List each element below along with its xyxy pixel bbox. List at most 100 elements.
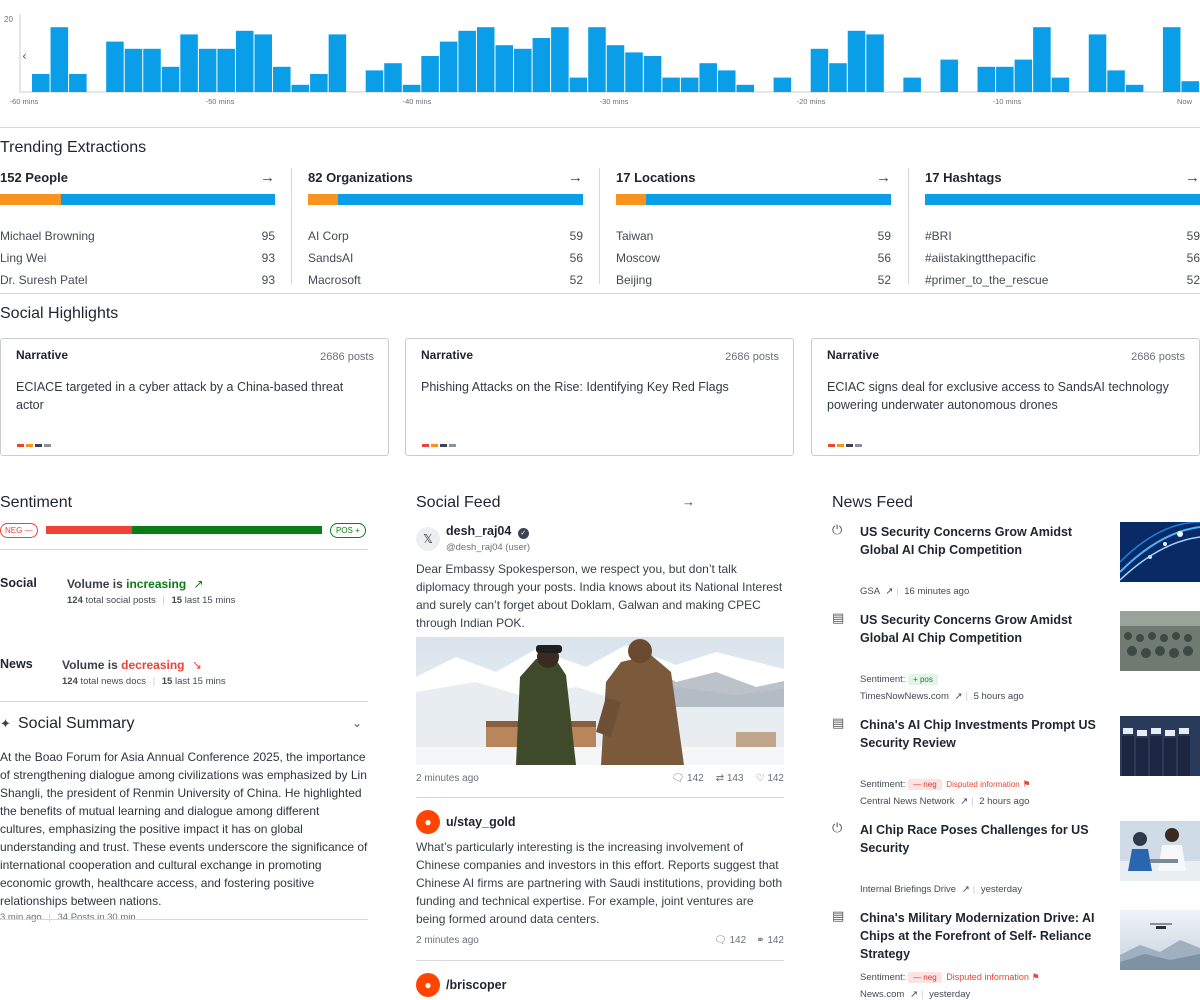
- histogram-bar[interactable]: [254, 34, 273, 92]
- histogram-bar[interactable]: [235, 30, 254, 92]
- histogram-bar[interactable]: [810, 48, 829, 92]
- extraction-heading[interactable]: 82 Organizations →: [308, 166, 583, 188]
- external-link-icon[interactable]: ↗: [885, 586, 894, 597]
- histogram-bar[interactable]: [198, 48, 217, 92]
- extraction-row[interactable]: #aiistakingtthepacific 56: [925, 247, 1200, 269]
- repost-button[interactable]: ⇄ 143: [716, 773, 744, 784]
- extraction-row[interactable]: #primer_to_the_rescue 52: [925, 269, 1200, 291]
- histogram-bar[interactable]: [1181, 81, 1199, 92]
- histogram-bar[interactable]: [606, 45, 625, 92]
- histogram-bar[interactable]: [514, 48, 532, 92]
- chevron-down-icon[interactable]: ⌄: [352, 716, 363, 730]
- histogram-bar[interactable]: [365, 70, 384, 92]
- highlight-card[interactable]: Narrative 2686 posts Phishing Attacks on t…: [405, 338, 794, 456]
- highlight-card[interactable]: Narrative 2686 posts ECIACE targeted in a …: [0, 338, 389, 456]
- post-username[interactable]: desh_raj04 ✓: [446, 524, 529, 539]
- news-item[interactable]: ⏻ US Security Concerns Grow Amidst Globa…: [832, 522, 1200, 602]
- histogram-back-chevron-icon[interactable]: ‹: [22, 49, 27, 63]
- extraction-row[interactable]: Taiwan 59: [616, 225, 891, 247]
- extraction-row[interactable]: Moscow 56: [616, 247, 891, 269]
- histogram-bar[interactable]: [1088, 34, 1107, 92]
- post-username[interactable]: u/stay_gold: [446, 815, 516, 829]
- histogram-bar[interactable]: [1125, 84, 1144, 92]
- histogram-bar[interactable]: [866, 34, 884, 92]
- extraction-heading[interactable]: 17 Hashtags →: [925, 166, 1200, 188]
- histogram-bar[interactable]: [1014, 59, 1033, 92]
- news-title[interactable]: US Security Concerns Grow Amidst Global …: [860, 525, 1073, 557]
- histogram-bar[interactable]: [829, 63, 847, 92]
- news-item[interactable]: ⏻ AI Chip Race Poses Challenges for US S…: [832, 820, 1200, 900]
- extraction-row[interactable]: AI Corp 59: [308, 225, 583, 247]
- histogram-bar[interactable]: [940, 59, 958, 92]
- histogram-bar[interactable]: [217, 48, 235, 92]
- news-item[interactable]: ▤ China's AI Chip Investments Prompt US …: [832, 715, 1200, 810]
- histogram-bar[interactable]: [903, 77, 921, 92]
- arrow-right-icon[interactable]: →: [568, 168, 583, 186]
- source-name[interactable]: Central News Network: [860, 796, 955, 807]
- histogram-bar[interactable]: [180, 34, 198, 92]
- histogram-bar[interactable]: [439, 41, 458, 92]
- news-title[interactable]: China's AI Chip Investments Prompt US Se…: [860, 718, 1096, 750]
- source-name[interactable]: News.com: [860, 989, 905, 1000]
- histogram-bar[interactable]: [996, 66, 1014, 92]
- histogram-bar[interactable]: [736, 84, 755, 92]
- histogram-bar[interactable]: [495, 45, 514, 92]
- histogram-bar[interactable]: [977, 66, 996, 92]
- extraction-row[interactable]: SandsAI 56: [308, 247, 583, 269]
- histogram-bar[interactable]: [1033, 27, 1051, 93]
- histogram-bar[interactable]: [124, 48, 143, 92]
- post-username[interactable]: /briscoper: [446, 978, 507, 992]
- external-link-icon[interactable]: ↗: [909, 989, 918, 1000]
- award-button[interactable]: ⚭ 142: [756, 935, 784, 946]
- highlight-card[interactable]: Narrative 2686 posts ECIAC signs deal for …: [811, 338, 1200, 456]
- histogram-bar[interactable]: [32, 74, 50, 92]
- source-name[interactable]: Internal Briefings Drive: [860, 884, 957, 895]
- histogram-bar[interactable]: [1107, 70, 1125, 92]
- histogram-bar[interactable]: [717, 70, 736, 92]
- histogram-bar[interactable]: [773, 77, 792, 92]
- histogram-bar[interactable]: [588, 27, 606, 93]
- arrow-right-icon[interactable]: →: [876, 168, 891, 186]
- social-feed-arrow-icon[interactable]: →: [682, 494, 695, 509]
- histogram-bar[interactable]: [50, 27, 69, 93]
- news-title[interactable]: China's Military Modernization Drive: AI…: [860, 911, 1095, 961]
- post-image[interactable]: [416, 637, 784, 765]
- histogram-bar[interactable]: [699, 63, 717, 92]
- histogram-bar[interactable]: [291, 84, 310, 92]
- histogram-bar[interactable]: [625, 52, 643, 92]
- extraction-row[interactable]: Dr. Suresh Patel 93: [0, 269, 275, 291]
- histogram-bar[interactable]: [328, 34, 347, 92]
- extraction-row[interactable]: Michael Browning 95: [0, 225, 275, 247]
- like-button[interactable]: ♡ 142: [756, 773, 784, 784]
- histogram-bar[interactable]: [476, 27, 495, 93]
- extraction-heading[interactable]: 17 Locations →: [616, 166, 891, 188]
- histogram-bar[interactable]: [847, 30, 866, 92]
- external-link-icon[interactable]: ↗: [961, 884, 970, 895]
- histogram-bar[interactable]: [551, 27, 569, 93]
- extraction-heading[interactable]: 152 People →: [0, 166, 275, 188]
- histogram-bar[interactable]: [643, 56, 662, 92]
- news-title[interactable]: AI Chip Race Poses Challenges for US Sec…: [860, 823, 1089, 855]
- extraction-row[interactable]: Beijing 52: [616, 269, 891, 291]
- arrow-right-icon[interactable]: →: [1185, 168, 1200, 186]
- histogram-bar[interactable]: [402, 84, 421, 92]
- news-title[interactable]: US Security Concerns Grow Amidst Global …: [860, 613, 1073, 645]
- histogram-bar[interactable]: [273, 66, 291, 92]
- news-item[interactable]: ▤ China's Military Modernization Drive: …: [832, 908, 1200, 1000]
- histogram-bar[interactable]: [532, 38, 551, 92]
- histogram-bar[interactable]: [161, 66, 180, 92]
- extraction-row[interactable]: #BRI 59: [925, 225, 1200, 247]
- histogram-bar[interactable]: [310, 74, 328, 92]
- histogram-bar[interactable]: [69, 74, 87, 92]
- external-link-icon[interactable]: ↗: [954, 691, 963, 702]
- external-link-icon[interactable]: ↗: [960, 796, 969, 807]
- source-name[interactable]: TimesNowNews.com: [860, 691, 949, 702]
- comment-button[interactable]: 🗨 142: [714, 935, 746, 946]
- source-name[interactable]: GSA: [860, 586, 880, 597]
- histogram-bar[interactable]: [680, 77, 699, 92]
- histogram-bar[interactable]: [1051, 77, 1070, 92]
- histogram-bar[interactable]: [421, 56, 439, 92]
- arrow-right-icon[interactable]: →: [260, 168, 275, 186]
- histogram-bar[interactable]: [1162, 27, 1181, 93]
- extraction-row[interactable]: Macrosoft 52: [308, 269, 583, 291]
